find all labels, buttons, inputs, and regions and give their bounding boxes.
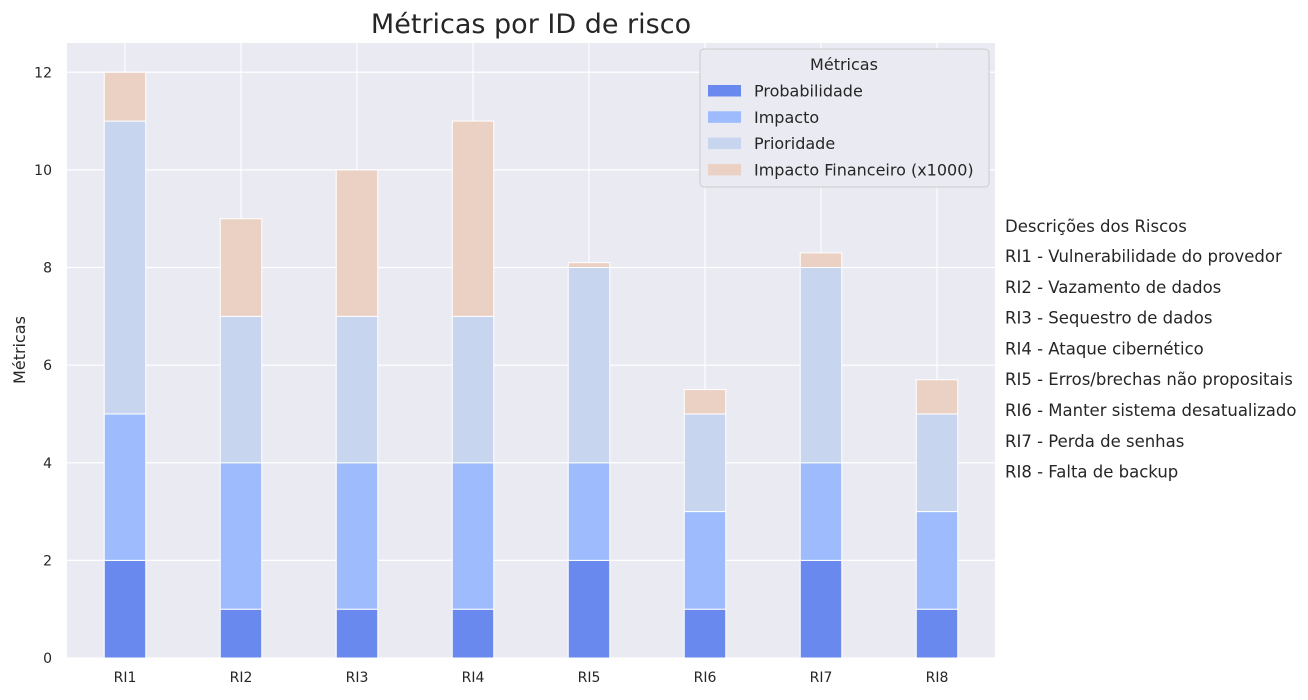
bar-ri7-impacto xyxy=(799,462,843,561)
y-tick-label: 6 xyxy=(43,358,52,374)
legend-swatch xyxy=(708,111,741,123)
bar-ri8-probabilidade xyxy=(915,608,959,659)
bar-ri6-prioridade xyxy=(683,413,727,513)
bar-ri5-impacto xyxy=(567,462,611,561)
bar-ri7-probabilidade xyxy=(799,559,843,659)
x-tick-labels: RI1 RI2 RI3 RI4 RI5 RI6 RI7 RI8 xyxy=(114,670,949,686)
legend-label: Impacto xyxy=(754,108,819,127)
legend-label: Impacto Financeiro (x1000) xyxy=(754,160,974,179)
bar-ri5-impacto-financeiro-x1000 xyxy=(567,262,611,269)
y-tick-label: 2 xyxy=(43,553,52,569)
description-item: RI8 - Falta de backup xyxy=(1005,463,1178,482)
description-item: RI4 - Ataque cibernético xyxy=(1005,339,1204,358)
x-tick-label: RI3 xyxy=(346,670,369,686)
legend-swatch xyxy=(708,163,741,176)
bar-ri2-prioridade xyxy=(219,315,263,464)
chart-title: Métricas por ID de risco xyxy=(371,9,691,40)
x-tick-label: RI5 xyxy=(578,670,601,686)
legend-label: Prioridade xyxy=(754,134,835,153)
descriptions-title: Descrições dos Riscos xyxy=(1005,217,1187,236)
bar-ri1-prioridade xyxy=(103,120,147,415)
bar-ri6-impacto-financeiro-x1000 xyxy=(683,389,727,415)
description-items: RI1 - Vulnerabilidade do provedor RI2 - V… xyxy=(1005,247,1296,482)
bar-ri1-impacto-financeiro-x1000 xyxy=(103,71,147,122)
x-tick-label: RI8 xyxy=(926,670,949,686)
y-axis-label: Métricas xyxy=(10,316,29,384)
legend-box xyxy=(699,48,990,188)
bar-ri6-impacto xyxy=(683,511,727,610)
bar-ri2-probabilidade xyxy=(219,608,263,659)
x-tick-label: RI6 xyxy=(694,670,717,686)
bar-ri4-impacto xyxy=(451,462,495,610)
description-item: RI2 - Vazamento de dados xyxy=(1005,278,1221,297)
description-item: RI5 - Erros/brechas não propositais xyxy=(1005,370,1293,389)
bar-ri3-probabilidade xyxy=(335,608,379,659)
y-tick-label: 8 xyxy=(43,261,52,277)
description-item: RI7 - Perda de senhas xyxy=(1005,432,1184,451)
y-tick-labels: 0 2 4 6 8 10 12 xyxy=(34,65,52,667)
bar-ri1-probabilidade xyxy=(103,559,147,659)
legend-label: Probabilidade xyxy=(754,82,863,101)
bar-ri5-probabilidade xyxy=(567,559,611,659)
bar-ri7-impacto-financeiro-x1000 xyxy=(799,252,843,269)
description-item: RI1 - Vulnerabilidade do provedor xyxy=(1005,247,1282,266)
legend-title: Métricas xyxy=(810,55,878,74)
bar-ri2-impacto xyxy=(219,462,263,610)
bar-ri8-impacto-financeiro-x1000 xyxy=(915,379,959,415)
bar-ri1-impacto xyxy=(103,413,147,561)
bar-ri3-impacto-financeiro-x1000 xyxy=(335,169,379,317)
y-tick-label: 4 xyxy=(43,456,52,472)
bar-ri7-prioridade xyxy=(799,267,843,464)
risk-descriptions: Descrições dos Riscos RI1 - Vulnerabilid… xyxy=(1005,217,1296,482)
legend-items: Probabilidade Impacto Prioridade Impacto Fi… xyxy=(708,82,974,179)
y-tick-label: 10 xyxy=(34,163,52,179)
x-tick-label: RI4 xyxy=(462,670,485,686)
bar-ri3-prioridade xyxy=(335,315,379,464)
bar-ri4-impacto-financeiro-x1000 xyxy=(451,120,495,317)
bar-ri2-impacto-financeiro-x1000 xyxy=(219,218,263,317)
legend-swatch xyxy=(708,85,741,97)
x-tick-label: RI2 xyxy=(230,670,253,686)
x-tick-label: RI1 xyxy=(114,670,137,686)
bar-ri8-impacto xyxy=(915,511,959,610)
description-item: RI6 - Manter sistema desatualizado xyxy=(1005,401,1296,420)
bar-ri4-prioridade xyxy=(451,315,495,464)
x-tick-label: RI7 xyxy=(810,670,833,686)
bar-ri4-probabilidade xyxy=(451,608,495,659)
bar-ri8-prioridade xyxy=(915,413,959,513)
bar-ri6-probabilidade xyxy=(683,608,727,659)
y-tick-label: 0 xyxy=(43,651,52,667)
bars xyxy=(103,71,959,659)
legend-swatch xyxy=(708,137,741,150)
description-item: RI3 - Sequestro de dados xyxy=(1005,309,1212,328)
y-tick-label: 12 xyxy=(34,65,52,81)
bar-ri5-prioridade xyxy=(567,267,611,464)
legend: Métricas Probabilidade Impacto Prioridade I… xyxy=(699,48,990,188)
bar-ri3-impacto xyxy=(335,462,379,610)
